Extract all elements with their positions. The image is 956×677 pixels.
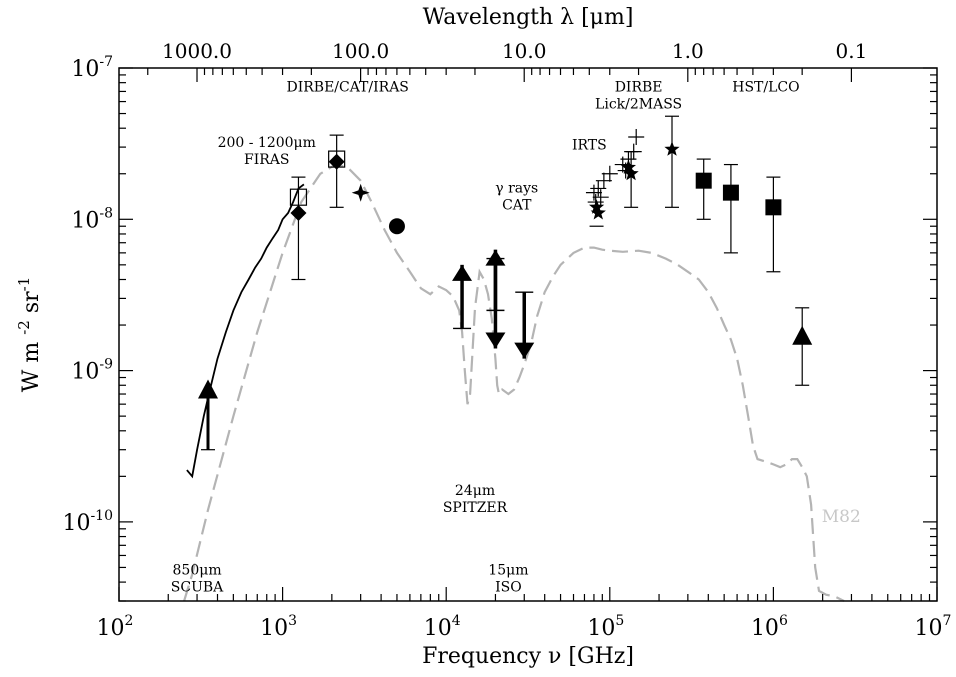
annotation: HST/LCO [732, 79, 799, 95]
y-axis-label-part: -2 [15, 320, 33, 335]
x-tick-label: 106 [751, 613, 788, 641]
upper-limit-arrow [514, 342, 535, 359]
series-layer [183, 163, 845, 602]
annotation-line: ISO [495, 579, 522, 595]
annotation-line: 200 - 1200μm [218, 135, 316, 151]
annotation-line: Lick/2MASS [595, 96, 682, 112]
annotation-line: IRTS [572, 137, 607, 153]
triangle-marker [198, 379, 219, 399]
open-square-marker [289, 188, 308, 206]
annotation: DIRBE Lick/2MASS [595, 79, 682, 112]
star-marker [590, 205, 606, 220]
star-marker [664, 141, 680, 156]
star4-marker [351, 183, 370, 202]
star-marker [623, 165, 639, 181]
x-tick-label: 104 [424, 613, 461, 641]
diamond-marker [328, 153, 345, 170]
circle-marker [388, 218, 405, 235]
annotation: 24μm SPITZER [443, 483, 508, 516]
top-tick-label: 0.1 [836, 39, 868, 63]
top-tick-label: 10.0 [502, 39, 547, 63]
diamond-marker [290, 205, 307, 222]
annotation-line: SCUBA [171, 579, 224, 595]
annotation-line: γ rays [495, 181, 538, 197]
y-tick-label: 10-10 [62, 508, 113, 536]
axes-layer: 102 103 104 105 106 107 10-10 10-9 10-8 10-7 1000.… [62, 39, 951, 641]
annotation-line: 15μm [488, 562, 528, 578]
annotation-line: DIRBE/CAT/IRAS [286, 79, 408, 95]
annotation: IRTS [572, 137, 607, 153]
square-marker [695, 172, 712, 189]
y-tick-label: 10-9 [71, 357, 113, 385]
annotation: 850μm SCUBA [171, 562, 224, 595]
star-marker [620, 159, 636, 174]
annotation: DIRBE/CAT/IRAS [286, 79, 408, 95]
annotation: 15μm ISO [488, 562, 528, 595]
lower-limit-arrow [485, 249, 506, 266]
square-marker [765, 199, 782, 216]
annotation-line: DIRBE [615, 79, 663, 95]
annotation-line: FIRAS [244, 152, 290, 168]
annotation-line: HST/LCO [732, 79, 799, 95]
square-marker [722, 184, 739, 201]
y-axis-label-part: -1 [15, 277, 33, 292]
series-line-firas [186, 183, 305, 479]
lower-limit-arrow [452, 264, 473, 281]
x-tick-label: 102 [97, 613, 134, 641]
annotation-line: 850μm [173, 562, 222, 578]
annotation-line: SPITZER [443, 500, 508, 516]
top-tick-label: 1000.0 [162, 39, 232, 63]
star-marker [589, 199, 605, 214]
y-tick-label: 10-7 [71, 54, 113, 82]
y-axis-label-part: sr [19, 291, 44, 320]
x-tick-label: 103 [260, 613, 297, 641]
y-tick-label: 10-8 [71, 205, 113, 233]
x-tick-label: 107 [915, 613, 952, 641]
y-axis-label-part: W m [19, 335, 44, 392]
triangle-marker [792, 325, 813, 345]
top-axis-label: Wavelength λ [μm] [423, 5, 634, 30]
x-axis-label: Frequency ν [GHz] [422, 644, 634, 669]
annotation: 200 - 1200μm FIRAS [218, 135, 316, 168]
points-layer [198, 115, 813, 451]
annotation-line: CAT [502, 198, 532, 214]
top-tick-label: 100.0 [332, 39, 389, 63]
series-label-m82: M82 [822, 507, 861, 527]
x-tick-label: 105 [587, 613, 624, 641]
y-axis-label: W m -2 sr-1 [15, 277, 44, 393]
series-line-m82 [183, 163, 845, 602]
upper-limit-arrow [485, 332, 506, 349]
annotations-layer: DIRBE/CAT/IRAS 200 - 1200μm FIRAS DIRBE Lick… [171, 79, 861, 595]
plot-frame [118, 67, 938, 602]
annotation-line: 24μm [455, 483, 495, 499]
annotation: γ rays CAT [495, 181, 538, 214]
top-tick-label: 1.0 [672, 39, 704, 63]
